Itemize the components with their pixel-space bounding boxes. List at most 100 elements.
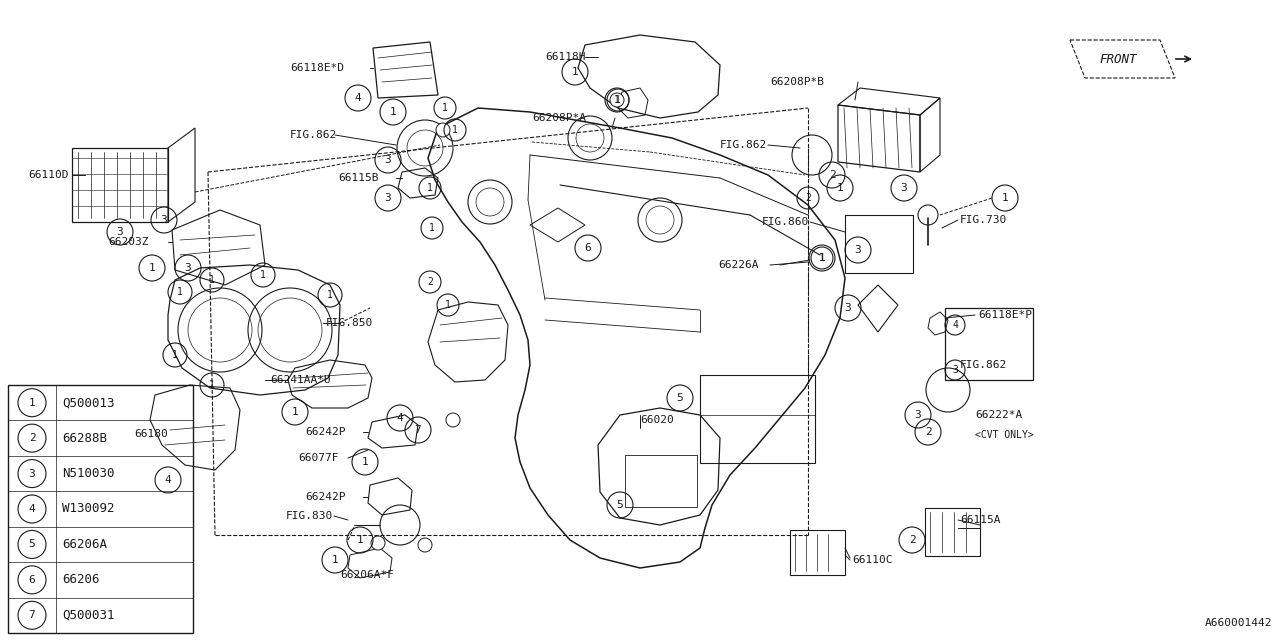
Text: 1: 1	[819, 253, 824, 263]
Text: 1: 1	[209, 275, 215, 285]
Text: 2: 2	[828, 170, 836, 180]
Circle shape	[445, 413, 460, 427]
Text: 4: 4	[28, 504, 36, 514]
Text: 66020: 66020	[640, 415, 673, 425]
Text: 1: 1	[292, 407, 298, 417]
Text: 1: 1	[177, 287, 183, 297]
Text: 66288B: 66288B	[61, 431, 108, 445]
Text: 3: 3	[901, 183, 908, 193]
Text: 1: 1	[260, 270, 266, 280]
Text: FIG.862: FIG.862	[960, 360, 1007, 370]
Text: 66222*A: 66222*A	[975, 410, 1023, 420]
Text: 66115A: 66115A	[960, 515, 1001, 525]
Text: 1: 1	[362, 457, 369, 467]
Text: 66180: 66180	[134, 429, 168, 439]
Text: 6: 6	[28, 575, 36, 585]
Text: W130092: W130092	[61, 502, 114, 515]
Text: 6: 6	[585, 243, 591, 253]
Text: 1: 1	[445, 300, 451, 310]
Bar	[790, 530, 845, 575]
Text: 1: 1	[429, 223, 435, 233]
Text: 1: 1	[614, 95, 620, 105]
Text: 66077F: 66077F	[298, 453, 338, 463]
Text: FIG.862: FIG.862	[721, 140, 767, 150]
Text: 3: 3	[855, 245, 861, 255]
Text: 66118H: 66118H	[545, 52, 585, 62]
Text: 2: 2	[909, 535, 915, 545]
Text: 66206A*F: 66206A*F	[340, 570, 394, 580]
Bar	[925, 508, 980, 556]
Text: 4: 4	[952, 320, 957, 330]
Text: 66206: 66206	[61, 573, 100, 586]
Text: 66241AA*U: 66241AA*U	[270, 375, 330, 385]
Text: 66118E*D: 66118E*D	[291, 63, 344, 73]
Text: Q500031: Q500031	[61, 609, 114, 622]
Text: 1: 1	[209, 380, 215, 390]
Text: 66226A: 66226A	[718, 260, 759, 270]
Text: 2: 2	[28, 433, 36, 443]
Bar	[700, 375, 815, 463]
Circle shape	[419, 538, 433, 552]
Text: 2: 2	[924, 427, 932, 437]
Text: 1: 1	[389, 107, 397, 117]
Text: 5: 5	[28, 540, 36, 549]
Text: 66242P: 66242P	[305, 427, 346, 437]
Text: Q500013: Q500013	[61, 396, 114, 409]
Text: FIG.860: FIG.860	[762, 217, 809, 227]
Text: <CVT ONLY>: <CVT ONLY>	[975, 430, 1034, 440]
Text: FIG.850: FIG.850	[326, 318, 374, 328]
Text: 7: 7	[28, 611, 36, 620]
Bar	[625, 455, 698, 507]
Text: 1: 1	[28, 397, 36, 408]
Text: 3: 3	[116, 227, 123, 237]
Text: 1: 1	[572, 67, 579, 77]
Text: 5: 5	[677, 393, 684, 403]
Text: 4: 4	[355, 93, 361, 103]
Text: 66110D: 66110D	[28, 170, 69, 180]
Text: 4: 4	[165, 475, 172, 485]
Text: 66208P*A: 66208P*A	[532, 113, 586, 123]
Text: 1: 1	[1002, 193, 1009, 203]
Bar	[845, 215, 913, 273]
Text: 7: 7	[415, 425, 421, 435]
Bar	[8, 385, 193, 633]
Text: 3: 3	[184, 263, 192, 273]
Text: N510030: N510030	[61, 467, 114, 480]
Text: 1: 1	[452, 125, 458, 135]
Text: 4: 4	[397, 413, 403, 423]
Text: 3: 3	[845, 303, 851, 313]
Text: 1: 1	[819, 253, 826, 263]
Text: 2: 2	[428, 277, 433, 287]
Text: 2: 2	[805, 193, 812, 203]
Bar	[945, 308, 1033, 380]
Text: 66110C: 66110C	[852, 555, 892, 565]
Text: 1: 1	[357, 535, 364, 545]
Text: 3: 3	[384, 155, 392, 165]
Text: 1: 1	[148, 263, 155, 273]
Text: FIG.730: FIG.730	[960, 215, 1007, 225]
Text: 1: 1	[837, 183, 844, 193]
Text: 3: 3	[28, 468, 36, 479]
Text: 1: 1	[428, 183, 433, 193]
Text: 1: 1	[172, 350, 178, 360]
Text: 3: 3	[952, 365, 957, 375]
Text: 1: 1	[332, 555, 338, 565]
Circle shape	[371, 536, 385, 550]
Text: FIG.830: FIG.830	[285, 511, 333, 521]
Text: 1: 1	[328, 290, 333, 300]
Text: 3: 3	[915, 410, 922, 420]
Text: 1: 1	[442, 103, 448, 113]
Text: 66118E*P: 66118E*P	[978, 310, 1032, 320]
Text: 1: 1	[616, 95, 621, 105]
Text: 66242P: 66242P	[305, 492, 346, 502]
Text: 66208P*B: 66208P*B	[771, 77, 824, 87]
Text: 3: 3	[160, 215, 168, 225]
Circle shape	[436, 123, 451, 137]
Circle shape	[611, 93, 625, 107]
Text: 66203Z: 66203Z	[108, 237, 148, 247]
Text: 66115B: 66115B	[338, 173, 379, 183]
Text: 3: 3	[384, 193, 392, 203]
Text: 66206A: 66206A	[61, 538, 108, 551]
Text: FRONT: FRONT	[1100, 52, 1137, 65]
Text: A660001442: A660001442	[1204, 618, 1272, 628]
